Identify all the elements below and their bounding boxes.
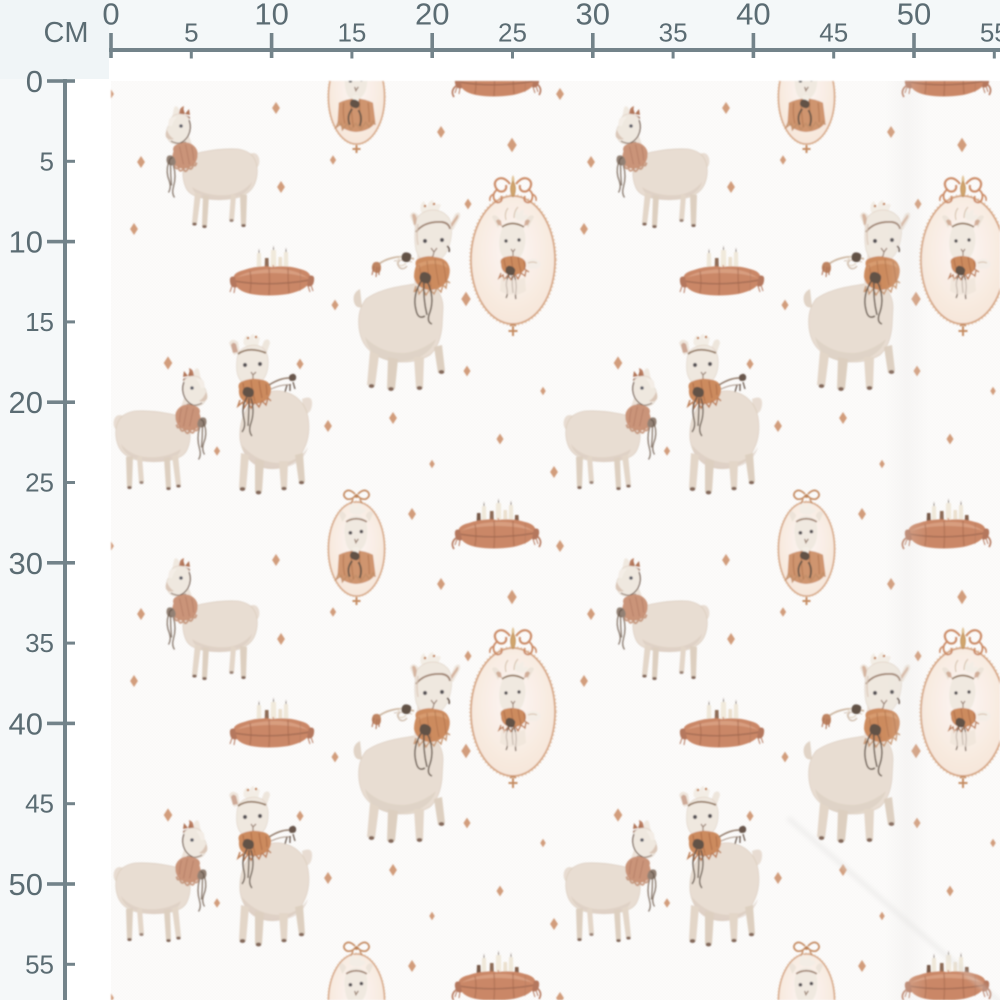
svg-text:15: 15	[25, 307, 54, 337]
svg-text:30: 30	[9, 546, 43, 581]
svg-text:5: 5	[184, 18, 198, 48]
svg-text:10: 10	[254, 0, 288, 32]
svg-text:40: 40	[736, 0, 770, 32]
svg-text:30: 30	[576, 0, 610, 32]
svg-text:35: 35	[659, 18, 688, 48]
svg-text:50: 50	[897, 0, 931, 32]
svg-text:35: 35	[25, 628, 54, 658]
svg-text:50: 50	[9, 867, 43, 902]
svg-text:55: 55	[980, 18, 1000, 48]
svg-text:45: 45	[819, 18, 848, 48]
svg-text:CM: CM	[43, 17, 88, 49]
svg-text:25: 25	[498, 18, 527, 48]
svg-text:20: 20	[9, 385, 43, 420]
svg-text:10: 10	[9, 225, 43, 260]
svg-text:0: 0	[102, 0, 119, 32]
svg-text:20: 20	[415, 0, 449, 32]
svg-text:40: 40	[9, 706, 43, 741]
svg-text:5: 5	[40, 146, 54, 176]
svg-text:25: 25	[25, 468, 54, 498]
svg-text:55: 55	[25, 949, 54, 979]
svg-text:0: 0	[26, 64, 43, 99]
svg-text:15: 15	[337, 18, 366, 48]
svg-text:45: 45	[25, 789, 54, 819]
